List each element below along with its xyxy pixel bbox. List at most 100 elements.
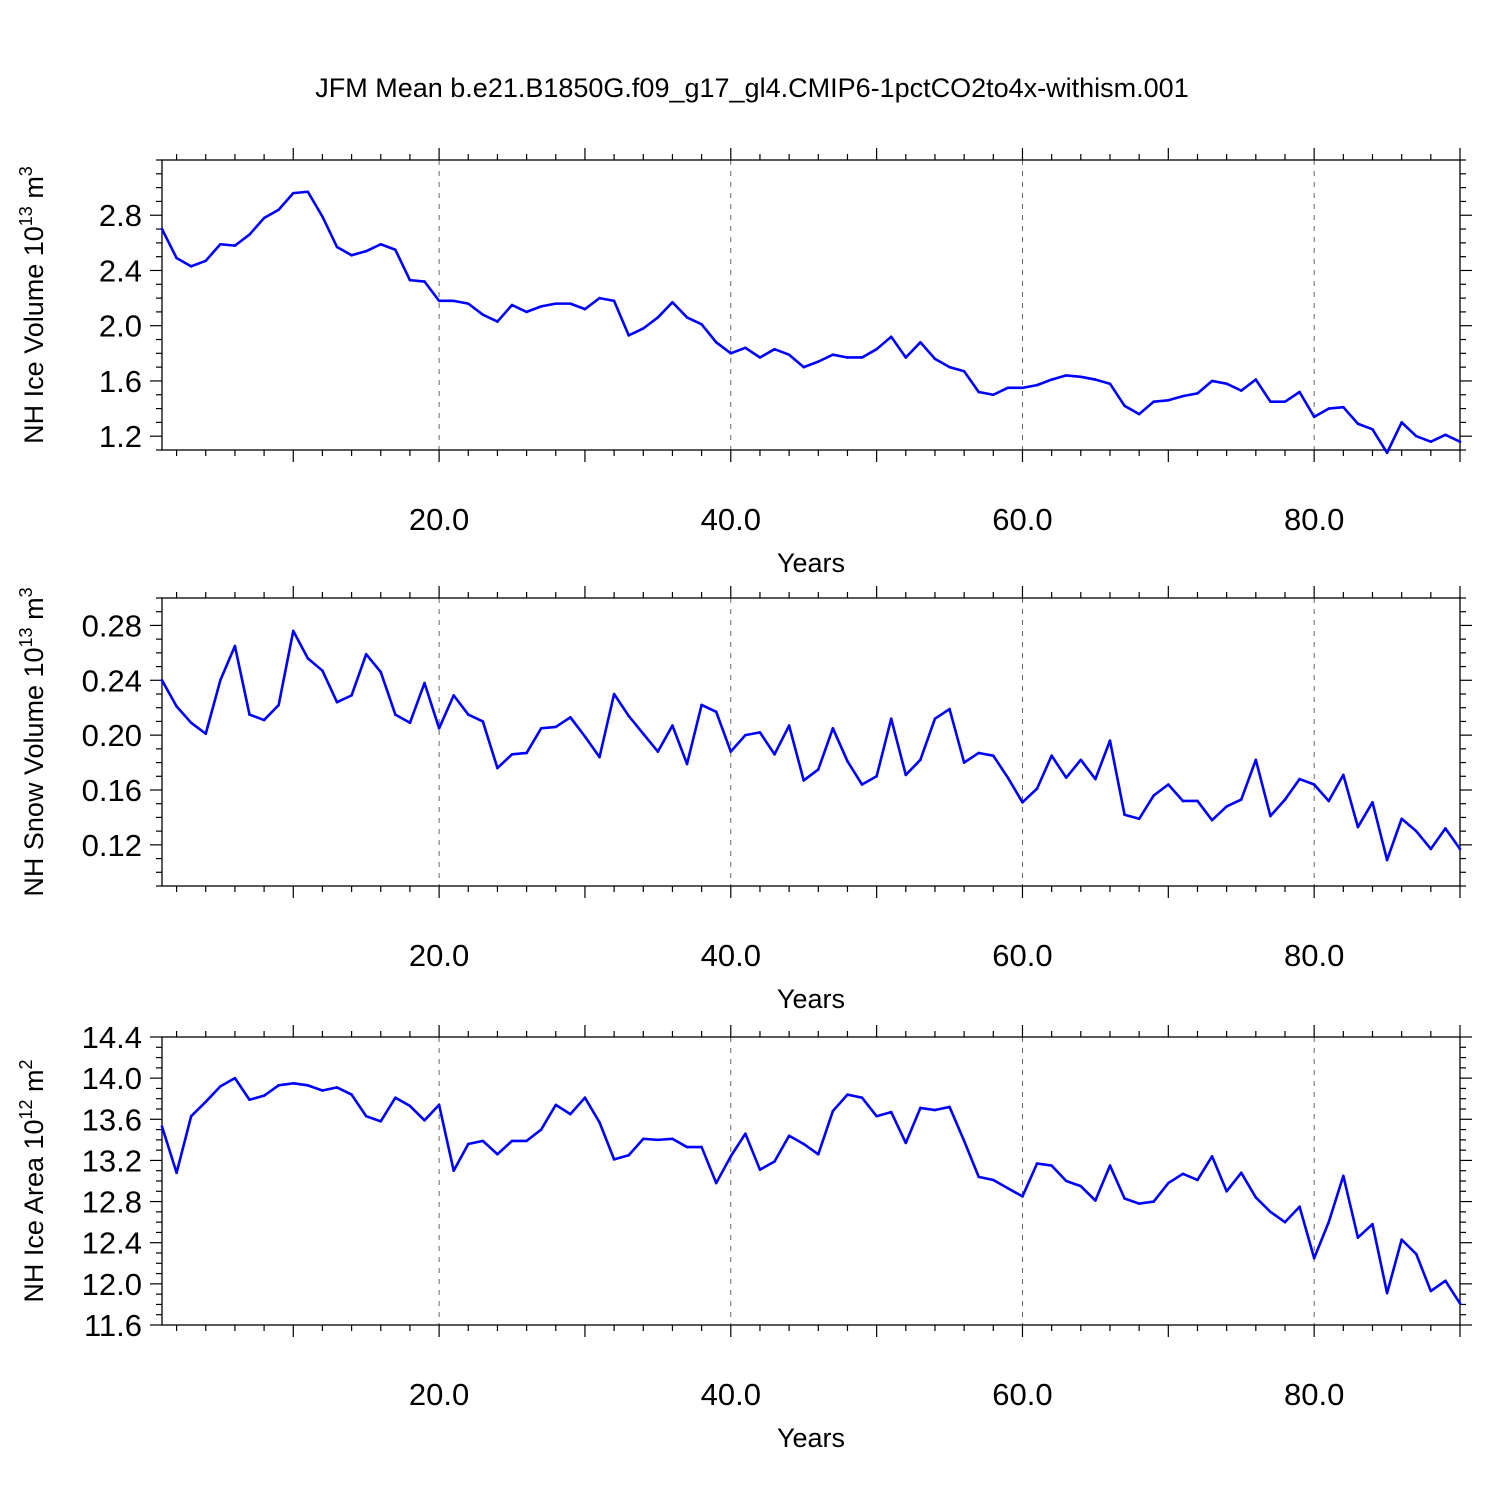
data-point [700, 323, 703, 326]
data-point [656, 316, 660, 319]
data-point [291, 191, 295, 195]
data-point [262, 1094, 266, 1097]
data-point [248, 1098, 251, 1102]
data-point [1356, 422, 1360, 426]
data-point [714, 710, 718, 714]
data-point [685, 316, 689, 319]
data-point [1006, 1186, 1010, 1190]
data-point [1181, 394, 1185, 398]
data-point [919, 758, 922, 762]
data-point [1298, 777, 1301, 781]
data-point [204, 732, 208, 736]
data-series-line-1 [160, 190, 1461, 455]
y-tick-label-1: 0.12 [82, 828, 142, 863]
data-point [394, 713, 397, 716]
data-point [379, 242, 383, 246]
data-point [1342, 1174, 1345, 1178]
data-point [860, 1096, 864, 1099]
data-point [1196, 1178, 1199, 1182]
x-axis-label: Years [777, 984, 845, 1014]
data-point [1429, 1289, 1433, 1293]
chart-title: JFM Mean b.e21.B1850G.f09_g17_gl4.CMIP6-… [315, 73, 1188, 103]
data-point [204, 259, 208, 263]
data-point [160, 678, 164, 682]
data-point [816, 1152, 820, 1156]
data-point [1429, 847, 1433, 851]
data-point [1371, 801, 1374, 804]
data-point [1400, 817, 1403, 821]
data-point [204, 1100, 208, 1104]
data-point [1021, 386, 1024, 390]
data-point [948, 707, 951, 711]
y-tick-label-2: 1.6 [99, 364, 142, 399]
data-point [1385, 1291, 1389, 1295]
y-tick-label-6: 13.6 [82, 1102, 142, 1137]
data-point [962, 761, 966, 764]
data-point [189, 1114, 193, 1118]
data-point [175, 1171, 178, 1175]
x-tick-label-3: 60.0 [992, 938, 1052, 973]
data-point [641, 1137, 645, 1141]
x-tick-label-1: 20.0 [409, 1377, 469, 1412]
x-tick-label-2: 40.0 [701, 502, 761, 537]
data-point [1181, 1172, 1185, 1176]
data-point [992, 754, 995, 758]
data-point [889, 1110, 893, 1114]
data-point [904, 356, 908, 359]
data-point [408, 278, 412, 282]
data-point [1123, 1197, 1126, 1200]
y-tick-label-3: 12.4 [82, 1226, 142, 1261]
data-point [1444, 433, 1447, 437]
data-point [598, 1121, 601, 1124]
data-point [1283, 798, 1287, 801]
data-point [1298, 390, 1301, 394]
data-point [291, 629, 295, 633]
data-point [1269, 400, 1272, 403]
data-point [335, 700, 339, 704]
data-point [1210, 1155, 1214, 1158]
data-point [1254, 1196, 1258, 1199]
data-point [846, 356, 849, 359]
data-point [466, 1142, 470, 1146]
data-point [729, 1155, 733, 1158]
data-point [554, 1103, 558, 1107]
data-point [1079, 375, 1083, 379]
y-tick-label-7: 14.0 [82, 1061, 142, 1096]
data-point [219, 1085, 222, 1088]
data-point [423, 681, 426, 685]
data-point [889, 717, 893, 720]
data-point [1079, 1184, 1083, 1188]
data-point [816, 360, 820, 363]
data-point [160, 227, 164, 231]
data-point [1327, 799, 1331, 803]
data-point [933, 717, 937, 720]
data-point [306, 657, 310, 660]
y-tick-label-1: 1.2 [99, 419, 142, 454]
data-point [510, 303, 514, 307]
data-point [233, 244, 237, 247]
y-tick-label-3: 0.20 [82, 718, 142, 753]
data-point [583, 1096, 587, 1099]
data-point [1312, 415, 1316, 419]
data-point [1269, 1210, 1272, 1214]
data-point [627, 334, 630, 337]
data-point [1414, 434, 1418, 438]
data-point [802, 779, 806, 782]
x-tick-label-1: 20.0 [409, 938, 469, 973]
data-point [656, 1138, 660, 1142]
data-point [262, 718, 266, 722]
x-tick-label-1: 20.0 [409, 502, 469, 537]
data-point [919, 1106, 922, 1110]
data-point [350, 694, 353, 697]
data-point [1444, 1279, 1447, 1283]
data-point [773, 347, 776, 351]
data-point [525, 310, 528, 314]
data-point [569, 716, 572, 719]
data-point [1239, 798, 1243, 801]
data-point [758, 1168, 762, 1171]
data-point [1283, 400, 1287, 403]
data-point [1225, 805, 1228, 808]
data-point [671, 724, 674, 727]
data-point [408, 721, 412, 725]
data-point [291, 1081, 295, 1085]
